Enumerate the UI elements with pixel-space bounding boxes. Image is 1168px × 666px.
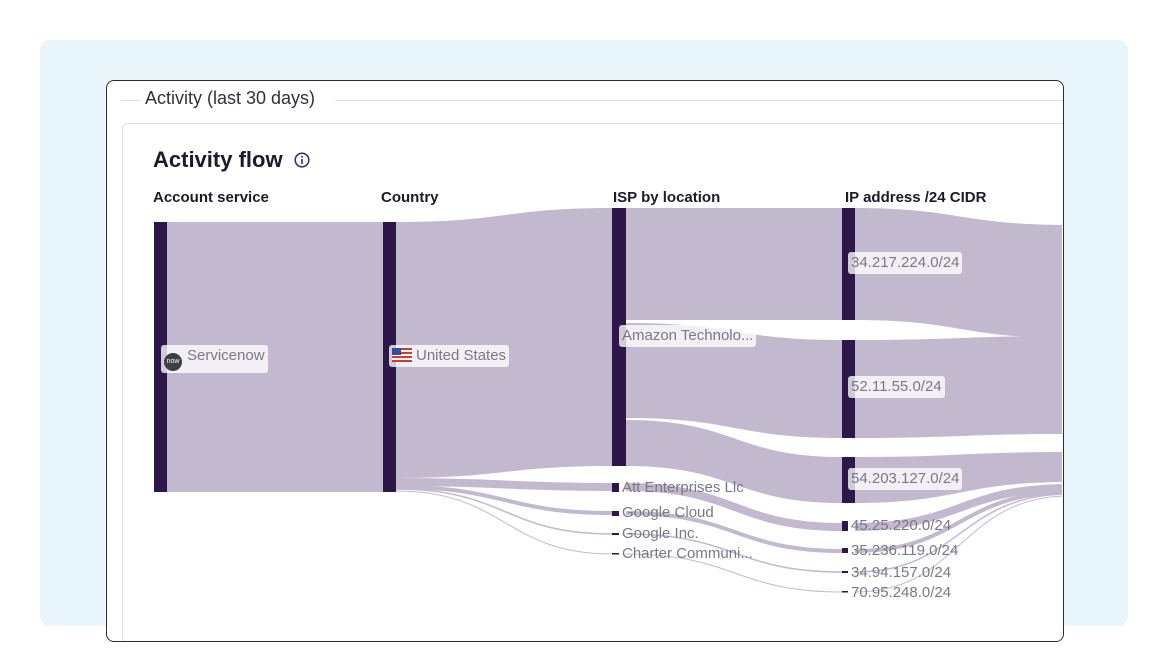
panel-legend: Activity (last 30 days) xyxy=(145,88,322,109)
node-label-servicenow[interactable]: now Servicenow xyxy=(161,345,268,373)
link-us-att xyxy=(395,478,613,491)
link-ip4-out xyxy=(854,484,1062,531)
column-header-isp: ISP by location xyxy=(613,189,721,206)
link-charter-ip7 xyxy=(625,553,843,593)
node-label-charter[interactable]: Charter Communi... xyxy=(622,545,753,562)
link-us-google-cloud xyxy=(395,485,613,515)
link-ip2-out xyxy=(855,336,1062,438)
node-label-united-states[interactable]: United States xyxy=(389,345,510,367)
node-label-ip-54-203-127[interactable]: 54.203.127.0/24 xyxy=(848,468,963,490)
link-att-ip4 xyxy=(625,483,843,531)
servicenow-label-text: Servicenow xyxy=(187,347,265,364)
link-us-google-inc xyxy=(395,488,613,535)
node-label-ip-34-217-224[interactable]: 34.217.224.0/24 xyxy=(848,252,963,274)
link-amazon-ip1 xyxy=(626,208,842,320)
node-label-ip-70-95-248[interactable]: 70.95.248.0/24 xyxy=(851,584,952,601)
node-label-google-inc[interactable]: Google Inc. xyxy=(622,525,699,542)
link-google-cloud-ip5 xyxy=(625,511,843,553)
legend-line-right xyxy=(335,100,1063,101)
node-ip-70-95-248 xyxy=(842,591,848,593)
link-servicenow-us xyxy=(167,222,383,492)
card-title: Activity flow xyxy=(153,147,283,172)
link-us-charter xyxy=(395,490,613,555)
node-label-att[interactable]: Att Enterprises Llc xyxy=(622,479,744,496)
node-label-ip-35-236-119[interactable]: 35.236.119.0/24 xyxy=(851,542,959,559)
node-google-inc xyxy=(612,533,619,535)
link-amazon-ip2 xyxy=(626,323,842,438)
link-ip6-out xyxy=(854,493,1062,573)
content-clip: Activity flow Account service Country IS… xyxy=(106,0,1062,666)
column-header-account-service: Account service xyxy=(153,189,269,206)
node-label-ip-45-25-220[interactable]: 45.25.220.0/24 xyxy=(851,517,952,534)
column-header-country: Country xyxy=(381,189,439,206)
node-label-ip-52-11-55[interactable]: 52.11.55.0/24 xyxy=(848,376,945,398)
legend-line-left xyxy=(121,100,139,101)
node-ip-35-236-119 xyxy=(842,548,848,553)
node-charter xyxy=(612,553,619,555)
node-label-google-cloud[interactable]: Google Cloud xyxy=(622,504,714,521)
united-states-label-text: United States xyxy=(416,347,507,364)
sankey-diagram xyxy=(154,208,1062,593)
node-label-amazon[interactable]: Amazon Technolo... xyxy=(619,325,757,347)
node-att xyxy=(612,483,619,492)
node-servicenow xyxy=(154,222,167,492)
node-google-cloud xyxy=(612,511,619,516)
link-amazon-ip3 xyxy=(626,420,842,503)
link-google-inc-ip6 xyxy=(625,533,843,573)
node-label-ip-34-94-157[interactable]: 34.94.157.0/24 xyxy=(851,564,952,581)
link-ip7-out xyxy=(854,495,1062,593)
column-header-ip-address: IP address /24 CIDR xyxy=(845,189,987,206)
info-icon[interactable] xyxy=(294,152,310,168)
node-ip-45-25-220 xyxy=(842,521,848,531)
us-flag-icon xyxy=(392,348,412,362)
link-us-amazon xyxy=(396,208,612,478)
servicenow-logo-icon: now xyxy=(164,353,182,371)
link-ip5-out xyxy=(854,490,1062,553)
node-ip-34-94-157 xyxy=(842,571,848,573)
